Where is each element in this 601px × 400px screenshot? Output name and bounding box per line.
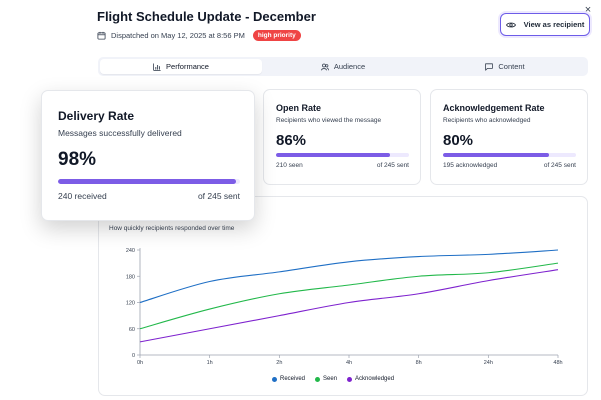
legend-label: Acknowledged <box>355 376 395 382</box>
x-tick-label: 8h <box>416 360 422 366</box>
ack-rate-footer: 195 acknowledged of 245 sent <box>443 162 576 169</box>
x-tick-label: 2h <box>276 360 282 366</box>
response-chart-card <box>98 196 588 396</box>
users-icon <box>320 63 329 70</box>
tab-audience-label: Audience <box>333 62 366 71</box>
y-tick-label: 120 <box>126 301 135 307</box>
ack-rate-value: 80% <box>443 132 474 149</box>
x-tick-label: 0h <box>137 360 143 366</box>
legend-label: Received <box>280 376 306 382</box>
legend-item-acknowledged[interactable]: Acknowledged <box>347 376 394 382</box>
tab-performance[interactable]: Performance <box>100 59 262 74</box>
open-rate-value: 86% <box>276 132 307 149</box>
chart-legend: Received Seen Acknowledged <box>272 376 394 382</box>
ack-rate-progress <box>443 153 576 157</box>
legend-dot-icon <box>347 376 353 382</box>
delivery-rate-progress <box>58 179 240 184</box>
close-icon[interactable]: × <box>584 4 592 16</box>
delivery-rate-progress-fill <box>58 179 237 184</box>
legend-item-received[interactable]: Received <box>272 376 305 382</box>
tab-audience[interactable]: Audience <box>262 59 424 74</box>
legend-label: Seen <box>323 376 338 382</box>
calendar-icon <box>97 31 106 40</box>
open-rate-sent-count: of 245 sent <box>376 162 409 169</box>
x-tick-label: 48h <box>553 360 562 366</box>
legend-item-seen[interactable]: Seen <box>315 376 337 382</box>
delivery-rate-footer: 240 received of 245 sent <box>58 191 240 201</box>
legend-dot-icon <box>315 376 321 382</box>
delivery-rate-sent-count: of 245 sent <box>197 191 240 201</box>
open-rate-progress <box>276 153 409 157</box>
open-rate-subtitle: Recipients who viewed the message <box>276 117 382 124</box>
y-tick-label: 240 <box>126 248 135 254</box>
series-line-acknowledged <box>139 269 559 343</box>
series-line-received <box>139 249 559 304</box>
delivery-rate-received-count: 240 received <box>58 191 107 201</box>
eye-icon <box>505 22 516 27</box>
open-rate-footer: 210 seen of 245 sent <box>276 162 409 169</box>
delivery-rate-value: 98% <box>58 149 97 170</box>
tab-performance-label: Performance <box>166 62 209 71</box>
message-icon <box>485 62 494 71</box>
priority-badge: high priority <box>252 29 301 41</box>
chart-subtitle: How quickly recipients responded over ti… <box>109 225 235 232</box>
y-tick-label: 0 <box>132 353 135 359</box>
tab-content[interactable]: Content <box>424 59 586 74</box>
ack-rate-progress-fill <box>443 153 550 157</box>
y-tick-label: 60 <box>129 327 135 333</box>
ack-rate-subtitle: Recipients who acknowledged <box>443 117 531 124</box>
delivery-rate-title: Delivery Rate <box>58 109 135 123</box>
open-rate-card: Open Rate Recipients who viewed the mess… <box>263 89 421 185</box>
dispatched-text: Dispatched on May 12, 2025 at 8:56 PM <box>111 30 245 40</box>
ack-rate-sent-count: of 245 sent <box>543 162 576 169</box>
open-rate-seen-count: 210 seen <box>276 162 303 169</box>
page-title: Flight Schedule Update - December <box>97 9 316 24</box>
y-tick-label: 180 <box>126 274 135 280</box>
dispatch-meta: Dispatched on May 12, 2025 at 8:56 PM hi… <box>97 29 301 41</box>
tab-bar: Performance Audience Content <box>98 57 588 76</box>
ack-rate-ack-count: 195 acknowledged <box>443 162 498 169</box>
x-tick-label: 24h <box>484 360 493 366</box>
bar-chart-icon <box>153 63 161 71</box>
x-tick-label: 1h <box>207 360 213 366</box>
open-rate-progress-fill <box>276 153 391 157</box>
delivery-rate-card: Delivery Rate Messages successfully deli… <box>41 90 255 221</box>
delivery-rate-subtitle: Messages successfully delivered <box>58 128 182 138</box>
tab-content-label: Content <box>498 62 525 71</box>
view-as-recipient-button[interactable]: View as recipient <box>500 13 590 36</box>
view-as-recipient-label: View as recipient <box>523 20 585 29</box>
x-tick-label: 4h <box>346 360 352 366</box>
open-rate-title: Open Rate <box>276 103 322 113</box>
ack-rate-title: Acknowledgement Rate <box>443 103 545 113</box>
ack-rate-card: Acknowledgement Rate Recipients who ackn… <box>430 89 588 185</box>
series-line-seen <box>139 262 559 330</box>
legend-dot-icon <box>272 376 277 382</box>
